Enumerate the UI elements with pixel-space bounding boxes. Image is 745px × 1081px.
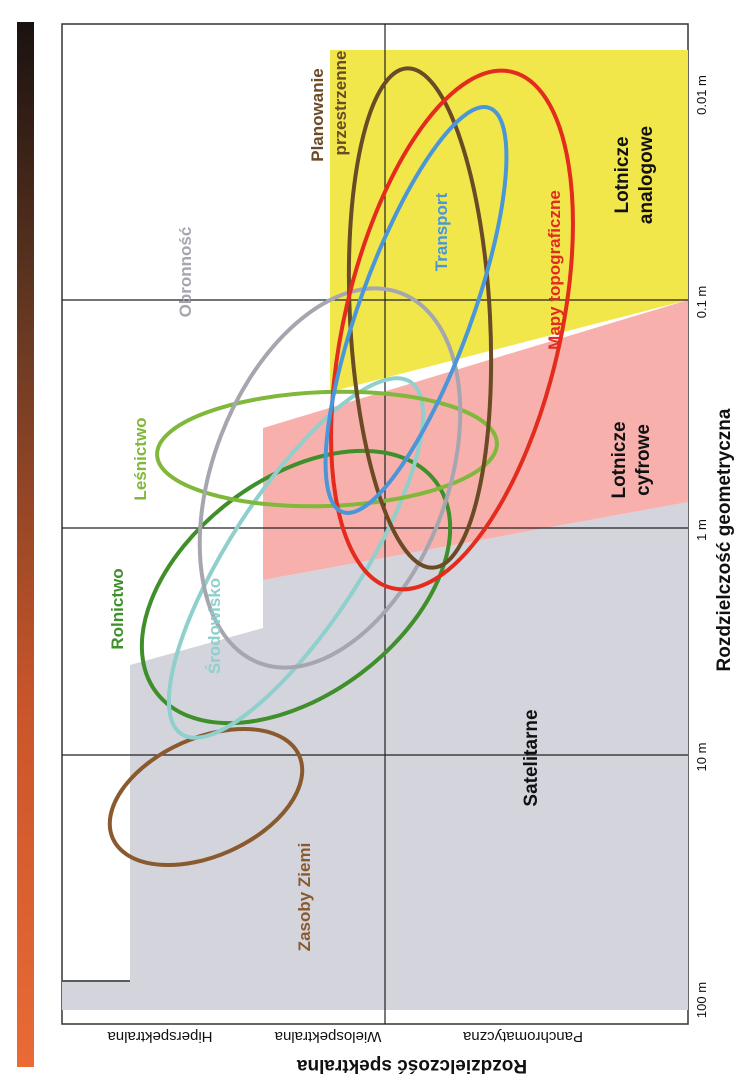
gradient-strip [17, 22, 34, 1067]
region-satellite [62, 502, 688, 1010]
geometric-tick-10m: 10 m [694, 743, 709, 772]
label-spatial-planning-line2: przestrzenne [331, 51, 350, 156]
spectral-tick-panchromatic: Panchromatyczna [462, 1028, 583, 1045]
geometric-tick-1m: 1 m [694, 519, 709, 541]
label-earth-resources: Zasoby Ziemi [295, 843, 314, 952]
geometric-axis-title: Rozdzielczość geometryczna [714, 408, 735, 671]
region-digital-label-line1: Lotnicze [609, 421, 630, 498]
ellipse-environment [166, 376, 426, 740]
geometric-tick-100m: 100 m [694, 982, 709, 1018]
spectral-tick-hyperspectral: Hiperspektralna [107, 1028, 213, 1045]
label-topographic-maps: Mapy topograficzne [545, 190, 564, 350]
label-agriculture: Rolnictwo [108, 568, 127, 649]
label-forestry: Leśnictwo [131, 417, 150, 500]
label-transport: Transport [432, 192, 451, 271]
region-digital-label-line2: cyfrowe [633, 424, 654, 496]
region-aerial-digital [263, 300, 688, 628]
ellipse-transport [323, 105, 509, 515]
region-satellite-label: Satelitarne [521, 709, 542, 806]
spectral-axis-title: Rozdzielczość spektralna [296, 1055, 527, 1076]
label-defense: Obronność [176, 227, 195, 318]
label-spatial-planning-line1: Planowanie [308, 68, 327, 162]
spectral-tick-multispectral: Wielospektralna [274, 1028, 381, 1045]
geometric-tick-0-1m: 0.1 m [694, 286, 709, 319]
ellipse-topographic-maps [329, 68, 575, 592]
region-analog-label-line2: analogowe [636, 126, 657, 224]
region-aerial-analog [330, 50, 688, 392]
ellipse-earth-resources [107, 726, 305, 868]
geometric-tick-0-01m: 0.01 m [694, 75, 709, 115]
label-environment: Środowisko [205, 578, 224, 674]
ellipse-spatial-planning [346, 66, 494, 570]
region-analog-label-line1: Lotnicze [612, 136, 633, 213]
ellipse-forestry [155, 389, 499, 509]
ellipse-defense [197, 286, 463, 670]
